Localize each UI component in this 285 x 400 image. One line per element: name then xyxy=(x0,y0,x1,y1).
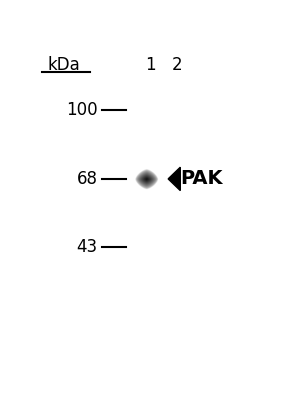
Text: 68: 68 xyxy=(76,170,97,188)
Text: 100: 100 xyxy=(66,101,97,119)
Text: kDa: kDa xyxy=(48,56,81,74)
Text: 2: 2 xyxy=(172,56,182,74)
Text: 43: 43 xyxy=(76,238,97,256)
Text: 1: 1 xyxy=(145,56,156,74)
Text: PAK: PAK xyxy=(180,170,223,188)
Polygon shape xyxy=(168,167,180,191)
